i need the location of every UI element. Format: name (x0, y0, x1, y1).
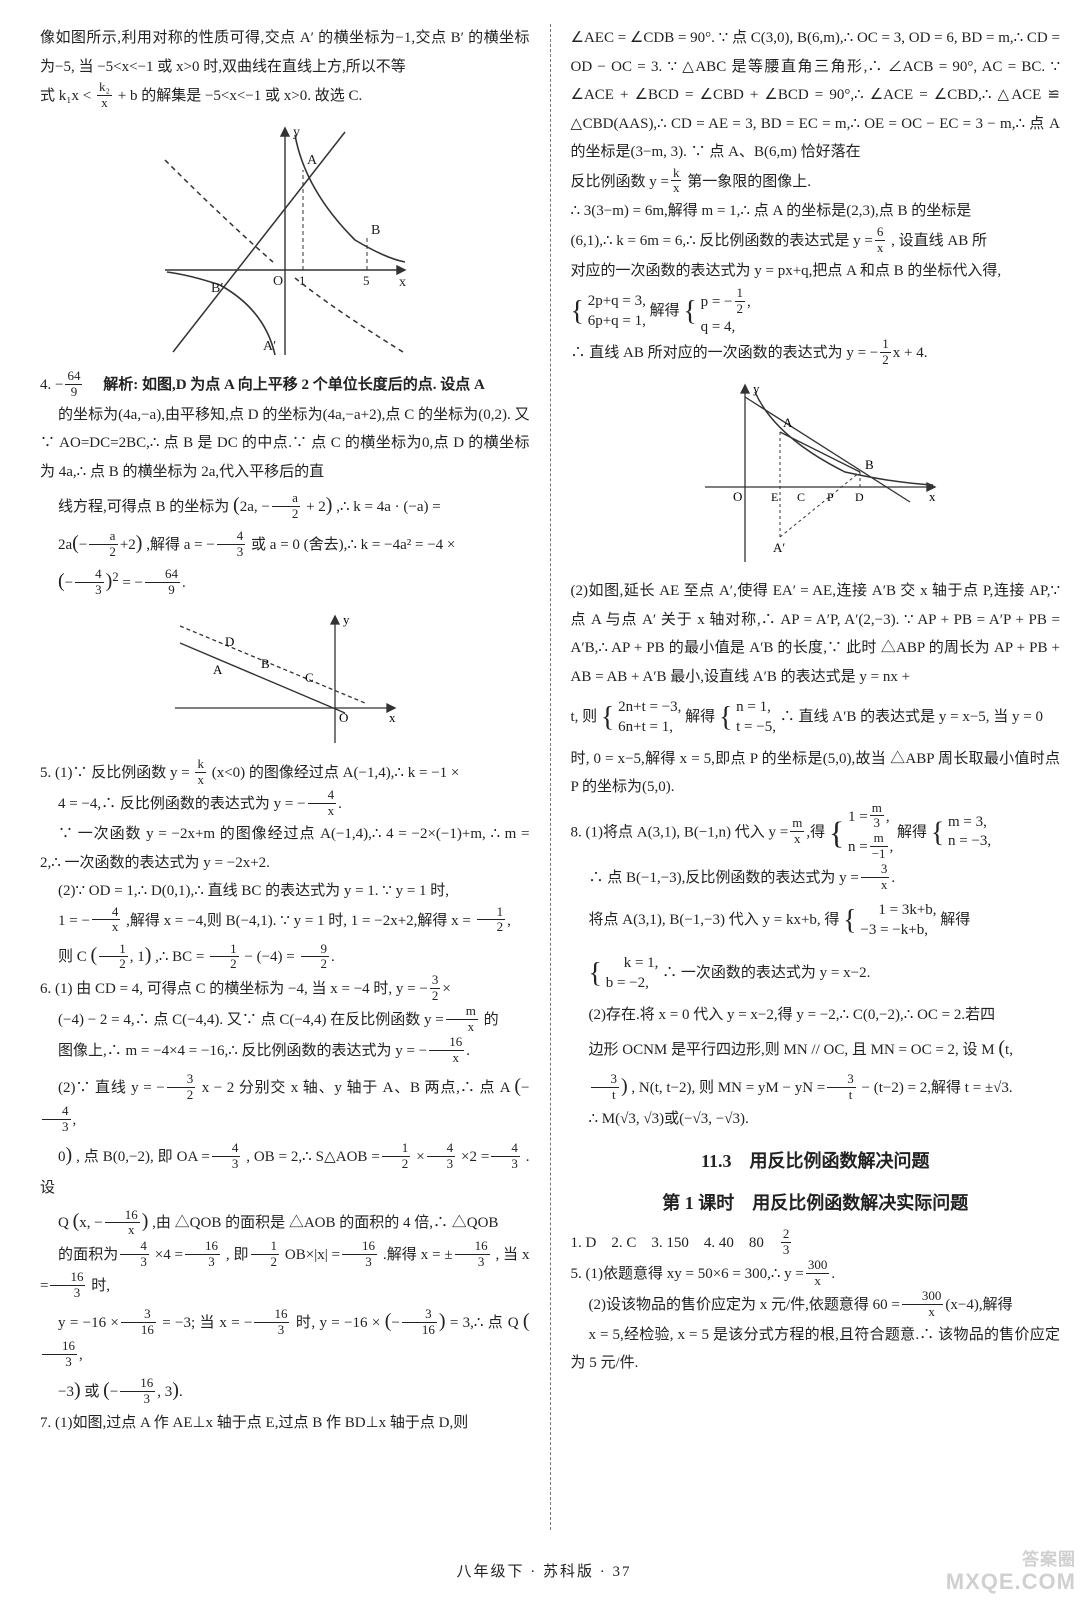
q6-4: (2)∵ 直线 y = −32 x − 2 分别交 x 轴、y 轴于 A、B 两… (40, 1067, 530, 1136)
left-p1b: 式 k₁x < k₂x + b 的解集是 −5<x<−1 或 x>0. 故选 C… (40, 81, 530, 112)
q4-line3: (−43)2 = −649. (40, 562, 530, 600)
answers-short: 1. D 2. C 3. 150 4. 40 80 23 (571, 1228, 1061, 1259)
q8-4: { k = 1, b = −2, ∴ 一次函数的表达式为 y = x−2. (571, 947, 1061, 1000)
q8-7: 3t) , N(t, t−2), 则 MN = yM − yN =3t − (t… (571, 1067, 1061, 1105)
q6-5: 0) , 点 B(0,−2), 即 OA =43 , OB = 2,∴ S△AO… (40, 1136, 530, 1203)
column-divider (550, 24, 551, 1530)
svg-text:O: O (339, 710, 348, 725)
q5-3: ∵ 一次函数 y = −2x+m 的图像经过点 A(−1,4),∴ 4 = −2… (40, 820, 530, 877)
r4: ∴ 直线 AB 所对应的一次函数的表达式为 y = −12x + 4. (571, 338, 1061, 369)
r3: 对应的一次函数的表达式为 y = px+q,把点 A 和点 B 的坐标代入得, (571, 257, 1061, 286)
left-p1: 像如图所示,利用对称的性质可得,交点 A′ 的横坐标为−1,交点 B′ 的横坐标… (40, 24, 530, 81)
svg-text:D: D (855, 490, 864, 504)
q5-6: 则 C (12, 1) ,∴ BC = 12 − (−4) = 92. (40, 936, 530, 974)
q6-7: 的面积为43 ×4 =163 , 即12 OB×|x| =163 .解得 x =… (40, 1240, 530, 1302)
left-column: 像如图所示,利用对称的性质可得,交点 A′ 的横坐标为−1,交点 B′ 的横坐标… (40, 24, 530, 1530)
q5-2: 4 = −4,∴ 反比例函数的表达式为 y = −4x. (40, 789, 530, 820)
svg-text:x: x (389, 710, 396, 725)
svg-text:P: P (827, 490, 834, 504)
frac-k2x: k₂x (97, 80, 112, 111)
svg-text:O: O (733, 489, 742, 504)
r1b: 反比例函数 y =kx 第一象限的图像上. (571, 167, 1061, 198)
q7: 7. (1)如图,过点 A 作 AE⊥x 轴于点 E,过点 B 作 BD⊥x 轴… (40, 1409, 530, 1438)
q8-6: 边形 OCNM 是平行四边形,则 MN // OC, 且 MN = OC = 2… (571, 1029, 1061, 1067)
watermark-cn: 答案圈 (946, 1551, 1076, 1570)
r3eq: { 2p+q = 3, 6p+q = 1, 解得 { p = −12, q = … (571, 285, 1061, 338)
svg-text:A′: A′ (263, 339, 276, 354)
svg-text:C: C (797, 490, 805, 504)
q8-3: 将点 A(3,1), B(−1,−3) 代入 y = kx+b, 得 { 1 =… (571, 894, 1061, 947)
page-footer: 八年级下 · 苏科版 · 37 (0, 1558, 1088, 1587)
right-column: ∠AEC = ∠CDB = 90°. ∵ 点 C(3,0), B(6,m),∴ … (571, 24, 1061, 1530)
txt: 式 k₁x < (40, 88, 91, 104)
svg-text:B: B (865, 457, 874, 472)
section-11-3: 11.3 用反比例函数解决问题 (571, 1144, 1061, 1178)
q5-4: (2)∵ OD = 1,∴ D(0,1),∴ 直线 BC 的表达式为 y = 1… (40, 877, 530, 906)
q6-6: Q (x, −16x) ,由 △QOB 的面积是 △AOB 的面积的 4 倍,∴… (40, 1202, 530, 1240)
subsection-title: 第 1 课时 用反比例函数解决实际问题 (571, 1186, 1061, 1220)
svg-text:B: B (261, 656, 270, 671)
watermark: 答案圈 MXQE.COM (946, 1551, 1076, 1594)
r5: (2)如图,延长 AE 至点 A′,使得 EA′ = AE,连接 A′B 交 x… (571, 577, 1061, 691)
q4-line2: 2a(−a2+2) ,解得 a = −43 或 a = 0 (舍去),∴ k =… (40, 524, 530, 562)
q8-1: 8. (1)将点 A(3,1), B(−1,n) 代入 y =mx,得 { 1 … (571, 802, 1061, 864)
r5b: t, 则 { 2n+t = −3, 6n+t = 1, 解得 { n = 1, … (571, 691, 1061, 744)
r2: ∴ 3(3−m) = 6m,解得 m = 1,∴ 点 A 的坐标是(2,3),点… (571, 197, 1061, 226)
svg-text:y: y (753, 381, 760, 396)
svg-text:y: y (293, 125, 300, 140)
svg-text:A: A (783, 415, 793, 430)
svg-text:A: A (307, 153, 318, 168)
txt: 4. − (40, 377, 63, 393)
svg-text:C: C (305, 670, 314, 685)
svg-text:B′: B′ (211, 281, 223, 296)
watermark-en: MXQE.COM (946, 1570, 1076, 1594)
svg-text:E: E (771, 490, 778, 504)
q5s-3: x = 5,经检验, x = 5 是该分式方程的根,且符合题意.∴ 该物品的售价… (571, 1321, 1061, 1378)
svg-text:5: 5 (363, 273, 370, 288)
q5-1: 5. (1)∵ 反比例函数 y = kx (x<0) 的图像经过点 A(−1,4… (40, 758, 530, 789)
q4-head: 4. −649 解析: 如图,D 为点 A 向上平移 2 个单位长度后的点. 设… (40, 370, 530, 401)
svg-text:1: 1 (299, 273, 306, 288)
svg-text:y: y (343, 612, 350, 627)
svg-text:x: x (929, 489, 936, 504)
svg-text:A′: A′ (773, 540, 785, 555)
q8-2: ∴ 点 B(−1,−3),反比例函数的表达式为 y =3x. (571, 863, 1061, 894)
r1: ∠AEC = ∠CDB = 90°. ∵ 点 C(3,0), B(6,m),∴ … (571, 24, 1061, 167)
figure-reflect-min: A B A′ E C P D O x y (685, 377, 945, 567)
svg-text:D: D (225, 634, 234, 649)
q5s-1: 5. (1)依题意得 xy = 50×6 = 300,∴ y =300x. (571, 1259, 1061, 1290)
txt: + b 的解集是 −5<x<−1 或 x>0. 故选 C. (118, 88, 363, 104)
r6: 时, 0 = x−5,解得 x = 5,即点 P 的坐标是(5,0),故当 △A… (571, 745, 1061, 802)
q6-1: 6. (1) 由 CD = 4, 可得点 C 的横坐标为 −4, 当 x = −… (40, 974, 530, 1005)
r2b: (6,1),∴ k = 6m = 6,∴ 反比例函数的表达式是 y =6x , … (571, 226, 1061, 257)
svg-text:x: x (399, 275, 406, 290)
q8-8: ∴ M(√3, √3)或(−√3, −√3). (571, 1105, 1061, 1134)
q5-5: 1 = −4x ,解得 x = −4,则 B(−4,1). ∵ y = 1 时,… (40, 906, 530, 937)
label-analysis: 解析: 如图,D 为点 A 向上平移 2 个单位长度后的点. 设点 A (88, 377, 485, 393)
q6-2: (−4) − 2 = 4,∴ 点 C(−4,4). 又∵ 点 C(−4,4) 在… (40, 1005, 530, 1036)
q5s-2: (2)设该物品的售价应定为 x 元/件,依题意得 60 =300x(x−4),解… (571, 1290, 1061, 1321)
svg-text:O: O (273, 274, 283, 289)
q6-9: −3) 或 (−163, 3). (40, 1371, 530, 1409)
q6-3: 图像上,∴ m = −4×4 = −16,∴ 反比例函数的表达式为 y = −1… (40, 1036, 530, 1067)
svg-text:A: A (213, 662, 223, 677)
figure-hyperbola-line: A B B′ A′ O x y 1 5 (155, 120, 415, 360)
figure-translate-line: D B C A O x y (165, 608, 405, 748)
q8-5: (2)存在.将 x = 0 代入 y = x−2,得 y = −2,∴ C(0,… (571, 1001, 1061, 1030)
svg-text:B: B (371, 223, 380, 238)
q4-body: 的坐标为(4a,−a),由平移知,点 D 的坐标为(4a,−a+2),点 C 的… (40, 401, 530, 487)
q4-line1: 线方程,可得点 B 的坐标为 (2a, −a2 + 2) ,∴ k = 4a ·… (40, 486, 530, 524)
q6-8: y = −16 ×316 = −3; 当 x = −163 时, y = −16… (40, 1302, 530, 1371)
frac-64-9: 649 (65, 369, 82, 400)
